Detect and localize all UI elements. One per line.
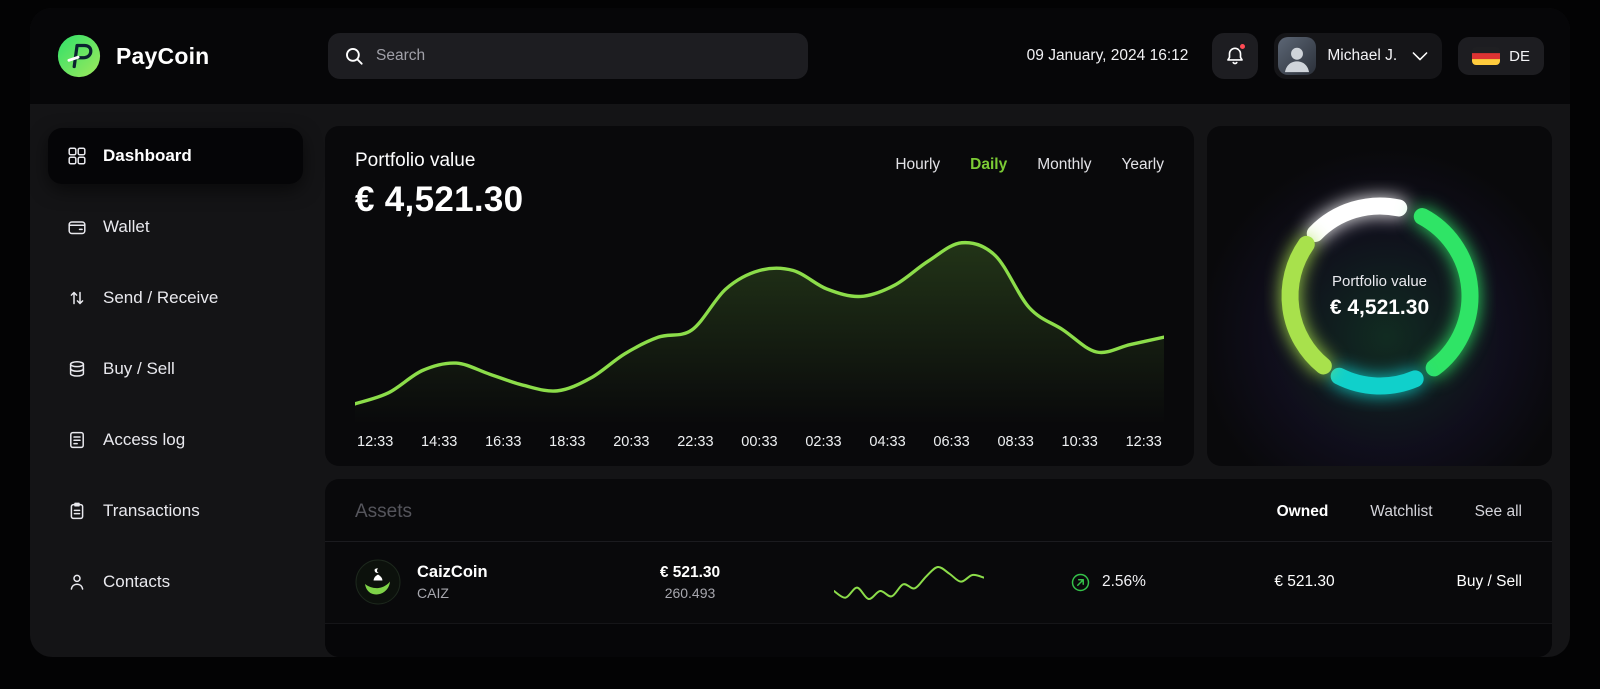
see-all-link[interactable]: See all [1474, 503, 1522, 520]
sidebar-item-label: Access log [103, 430, 186, 449]
trend-up-icon [1071, 573, 1090, 591]
search-bar [328, 33, 808, 79]
sidebar-item-label: Contacts [103, 572, 171, 591]
main-panel: Portfolio value € 4,521.30 Hourly Daily … [325, 126, 1552, 657]
sidebar-item-transactions[interactable]: Transactions [48, 483, 303, 539]
donut-glow [1207, 126, 1552, 466]
notification-dot [1238, 42, 1248, 51]
portfolio-donut-chart: Portfolio value € 4,521.30 [1264, 180, 1496, 412]
sidebar: Dashboard Wallet Send / Receive Buy / Se… [48, 126, 303, 657]
assets-tabs: Owned Watchlist See all [1277, 503, 1522, 521]
contacts-icon [66, 571, 88, 593]
sidebar-item-wallet[interactable]: Wallet [48, 199, 303, 255]
assets-card: Assets Owned Watchlist See all [325, 479, 1552, 657]
germany-flag-icon [1472, 47, 1501, 65]
coin-symbol: CAIZ [417, 585, 449, 602]
tab-watchlist[interactable]: Watchlist [1370, 503, 1433, 520]
buy-sell-icon [66, 358, 88, 380]
sidebar-item-label: Transactions [103, 501, 200, 520]
coin-name: CaizCoin [417, 563, 488, 582]
sidebar-item-label: Dashboard [103, 146, 192, 165]
content-area: Dashboard Wallet Send / Receive Buy / Se… [30, 104, 1570, 657]
coin-price: € 521.30 [1274, 573, 1335, 591]
range-tabs: Hourly Daily Monthly Yearly [895, 150, 1164, 174]
coin-value: € 521.30 [659, 563, 721, 581]
tab-yearly[interactable]: Yearly [1121, 156, 1164, 173]
dashboard-icon [66, 145, 88, 167]
transactions-icon [66, 500, 88, 522]
top-header: PayCoin 09 January, 2024 16:12 [30, 8, 1570, 104]
coin-amount: 260.493 [664, 584, 716, 601]
search-input[interactable] [328, 33, 808, 79]
tab-daily[interactable]: Daily [970, 156, 1008, 173]
donut-value: € 4,521.30 [1329, 295, 1430, 319]
datetime-label: 09 January, 2024 16:12 [1026, 47, 1189, 64]
search-icon [343, 45, 365, 72]
user-menu[interactable]: Michael J. [1274, 33, 1443, 79]
notifications-button[interactable] [1212, 33, 1259, 79]
chevron-down-icon [1412, 52, 1428, 61]
sidebar-item-label: Send / Receive [103, 288, 219, 307]
allocation-card: Portfolio value € 4,521.30 [1207, 126, 1552, 466]
brand-name: PayCoin [116, 42, 210, 69]
divider [325, 541, 1552, 542]
buy-sell-link[interactable]: Buy / Sell [1456, 573, 1522, 591]
caizcoin-icon [355, 559, 401, 605]
tab-hourly[interactable]: Hourly [895, 156, 941, 173]
sidebar-item-label: Wallet [103, 217, 150, 236]
assets-title: Assets [355, 501, 413, 522]
chart-x-axis: 12:33 14:33 16:33 18:33 20:33 22:33 00:33 02… [357, 434, 1162, 450]
tab-owned[interactable]: Owned [1276, 503, 1329, 520]
sidebar-item-send-receive[interactable]: Send / Receive [48, 270, 303, 326]
donut-label: Portfolio value [1331, 272, 1428, 290]
user-avatar [1278, 37, 1317, 75]
sidebar-item-access-log[interactable]: Access log [48, 412, 303, 468]
user-name: Michael J. [1327, 47, 1398, 64]
language-selector[interactable]: DE [1458, 37, 1544, 75]
portfolio-title: Portfolio value [355, 150, 476, 171]
portfolio-value: € 4,521.30 [355, 180, 524, 219]
app-window: PayCoin 09 January, 2024 16:12 [30, 8, 1570, 657]
paycoin-logo-icon [56, 33, 102, 79]
coin-sparkline [775, 560, 1042, 604]
wallet-icon [66, 216, 88, 238]
header-right: 09 January, 2024 16:12 Michael J. [1027, 33, 1544, 79]
coin-change: 2.56% [1102, 573, 1146, 591]
language-code: DE [1509, 47, 1530, 65]
access-log-icon [66, 429, 88, 451]
tab-monthly[interactable]: Monthly [1037, 156, 1092, 173]
asset-row-caizcoin[interactable]: CaizCoin CAIZ € 521.30 260.493 [355, 542, 1522, 623]
sidebar-item-buy-sell[interactable]: Buy / Sell [48, 341, 303, 397]
sidebar-item-label: Buy / Sell [103, 359, 175, 378]
sidebar-item-dashboard[interactable]: Dashboard [48, 128, 303, 184]
send-receive-icon [66, 287, 88, 309]
portfolio-card: Portfolio value € 4,521.30 Hourly Daily … [325, 126, 1194, 466]
brand[interactable]: PayCoin [56, 33, 328, 79]
next-row-partial [325, 622, 1552, 657]
portfolio-chart [355, 226, 1164, 424]
sidebar-item-contacts[interactable]: Contacts [48, 554, 303, 610]
